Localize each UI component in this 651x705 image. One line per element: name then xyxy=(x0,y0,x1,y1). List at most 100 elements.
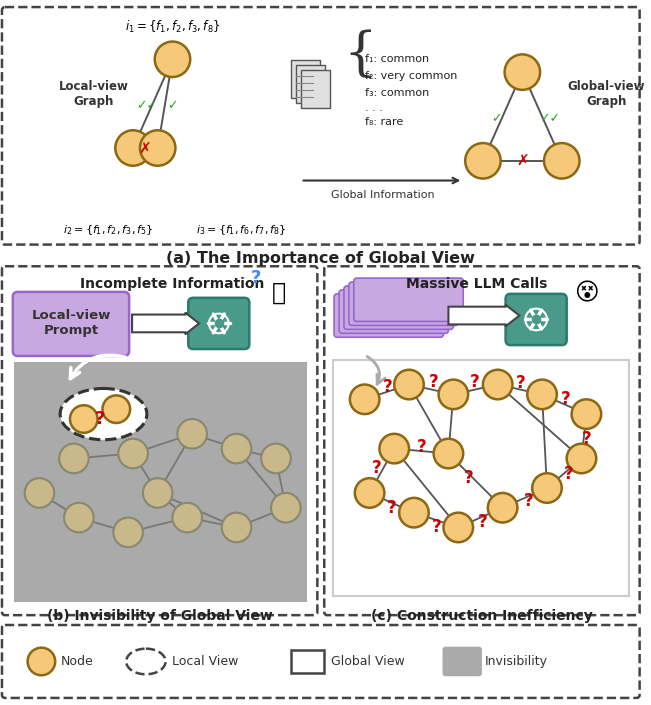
Circle shape xyxy=(70,405,98,433)
Circle shape xyxy=(222,513,251,542)
FancyBboxPatch shape xyxy=(2,7,640,245)
Circle shape xyxy=(380,434,409,463)
FancyBboxPatch shape xyxy=(506,294,566,345)
Circle shape xyxy=(488,493,518,522)
Text: (a) The Importance of Global View: (a) The Importance of Global View xyxy=(166,251,475,266)
Circle shape xyxy=(572,399,601,429)
Text: Global View: Global View xyxy=(331,655,405,668)
Text: Incomplete Information: Incomplete Information xyxy=(80,277,265,291)
Circle shape xyxy=(443,513,473,542)
Circle shape xyxy=(395,369,424,399)
Text: ✓✓: ✓✓ xyxy=(136,99,158,112)
Circle shape xyxy=(222,434,251,463)
Circle shape xyxy=(505,54,540,90)
FancyBboxPatch shape xyxy=(344,286,453,329)
FancyBboxPatch shape xyxy=(291,649,324,673)
Text: Invisibility: Invisibility xyxy=(485,655,548,668)
Text: ?: ? xyxy=(429,372,439,391)
Ellipse shape xyxy=(126,649,165,674)
Circle shape xyxy=(59,443,89,473)
Text: Massive LLM Calls: Massive LLM Calls xyxy=(406,277,547,291)
Circle shape xyxy=(115,130,151,166)
Circle shape xyxy=(544,143,579,178)
Text: ?: ? xyxy=(387,498,396,517)
Circle shape xyxy=(155,42,190,77)
FancyArrow shape xyxy=(449,305,519,326)
Circle shape xyxy=(271,493,301,522)
Circle shape xyxy=(439,379,468,409)
Circle shape xyxy=(465,143,501,178)
Text: ?: ? xyxy=(432,518,441,537)
Text: Global Information: Global Information xyxy=(331,190,434,200)
Text: Node: Node xyxy=(61,655,94,668)
Text: (b) Invisibility of Global View: (b) Invisibility of Global View xyxy=(47,609,273,623)
FancyBboxPatch shape xyxy=(2,266,317,615)
FancyArrow shape xyxy=(132,312,199,334)
Circle shape xyxy=(64,503,94,532)
Circle shape xyxy=(25,478,54,508)
Circle shape xyxy=(533,473,562,503)
Text: ✓: ✓ xyxy=(492,112,502,125)
Text: ✗: ✗ xyxy=(139,142,151,157)
Text: ?: ? xyxy=(470,372,480,391)
Text: ?: ? xyxy=(464,469,474,487)
Text: ?: ? xyxy=(251,269,262,287)
Text: (c) Construction Inefficiency: (c) Construction Inefficiency xyxy=(371,609,593,623)
FancyBboxPatch shape xyxy=(443,646,482,676)
FancyBboxPatch shape xyxy=(2,625,640,698)
Text: ?: ? xyxy=(478,513,488,531)
FancyBboxPatch shape xyxy=(353,278,464,321)
Text: 😵: 😵 xyxy=(574,282,599,306)
FancyBboxPatch shape xyxy=(333,360,629,596)
Circle shape xyxy=(178,419,207,448)
Text: ?: ? xyxy=(581,430,591,448)
FancyBboxPatch shape xyxy=(324,266,640,615)
Text: ?: ? xyxy=(94,410,105,428)
FancyBboxPatch shape xyxy=(291,61,320,98)
Text: ✗: ✗ xyxy=(516,154,529,169)
Circle shape xyxy=(173,503,202,532)
FancyBboxPatch shape xyxy=(188,298,249,349)
Text: f₁: common: f₁: common xyxy=(365,54,429,64)
Text: ?: ? xyxy=(523,492,533,510)
Circle shape xyxy=(434,439,464,468)
Text: ?: ? xyxy=(564,465,574,483)
FancyBboxPatch shape xyxy=(349,282,458,326)
Circle shape xyxy=(566,443,596,473)
Text: f₃: common: f₃: common xyxy=(365,88,429,98)
Text: $i_2 = \{f_1, f_2, f_3, f_5\}$: $i_2 = \{f_1, f_2, f_3, f_5\}$ xyxy=(63,223,154,237)
Circle shape xyxy=(102,396,130,423)
Circle shape xyxy=(261,443,291,473)
Text: ?: ? xyxy=(372,459,381,477)
Circle shape xyxy=(143,478,173,508)
FancyBboxPatch shape xyxy=(339,290,449,333)
Circle shape xyxy=(483,369,512,399)
Text: Local-view
Prompt: Local-view Prompt xyxy=(31,309,111,338)
Text: f₈: rare: f₈: rare xyxy=(365,117,403,128)
Text: Global-view
Graph: Global-view Graph xyxy=(568,80,645,108)
Circle shape xyxy=(527,379,557,409)
Circle shape xyxy=(118,439,148,468)
FancyBboxPatch shape xyxy=(301,70,330,108)
Text: 🙁: 🙁 xyxy=(272,281,286,305)
Text: ?: ? xyxy=(516,374,525,391)
Text: ?: ? xyxy=(382,379,392,396)
Circle shape xyxy=(399,498,429,527)
FancyBboxPatch shape xyxy=(13,292,129,356)
Text: {: { xyxy=(343,29,376,80)
Text: $i_1 = \{f_1, f_2, f_3, f_8\}$: $i_1 = \{f_1, f_2, f_3, f_8\}$ xyxy=(124,19,220,35)
Circle shape xyxy=(140,130,175,166)
Text: Local View: Local View xyxy=(173,655,239,668)
FancyBboxPatch shape xyxy=(334,294,443,337)
Text: . . .: . . . xyxy=(365,103,383,113)
FancyBboxPatch shape xyxy=(296,65,326,103)
Circle shape xyxy=(355,478,384,508)
Text: Local-view
Graph: Local-view Graph xyxy=(59,80,128,108)
Text: $i_3 = \{f_1, f_6, f_7, f_8\}$: $i_3 = \{f_1, f_6, f_7, f_8\}$ xyxy=(196,223,287,237)
Text: ?: ? xyxy=(417,438,426,455)
Ellipse shape xyxy=(60,388,147,440)
Circle shape xyxy=(27,648,55,675)
Text: ✓✓: ✓✓ xyxy=(540,112,561,125)
FancyBboxPatch shape xyxy=(14,362,307,602)
Circle shape xyxy=(350,384,380,414)
